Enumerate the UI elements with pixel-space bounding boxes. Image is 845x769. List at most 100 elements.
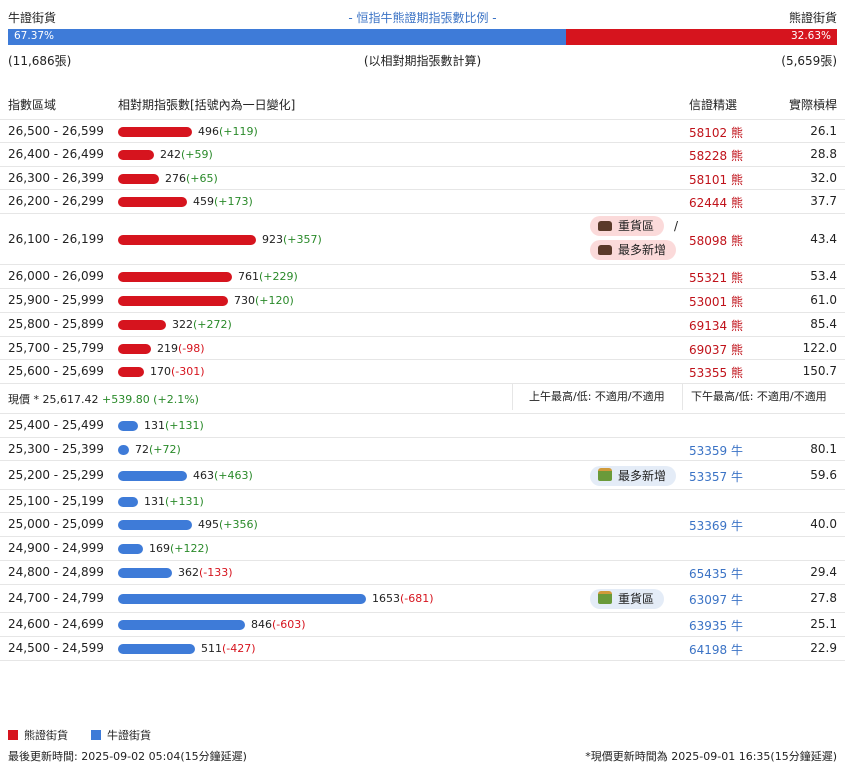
index-range: 25,000 - 25,099 bbox=[8, 517, 104, 531]
effective-leverage: 53.4 bbox=[810, 269, 837, 283]
table-row: 25,000 - 25,099 495(+356) 53369 牛 40.0 bbox=[0, 512, 845, 537]
tag-separator: / bbox=[674, 219, 679, 233]
count-number: 242 bbox=[160, 148, 181, 161]
count-number: 322 bbox=[172, 318, 193, 331]
current-price-row: 現價 * 25,617.42 +539.80 (+2.1%) 上午最高/低: 不… bbox=[0, 383, 845, 410]
table-row: 26,400 - 26,499 242(+59) 58228 熊 28.8 bbox=[0, 142, 845, 167]
count-number: 362 bbox=[178, 566, 199, 579]
bear-bar bbox=[118, 174, 159, 184]
warrant-code-link[interactable]: 65435 牛 bbox=[689, 567, 743, 581]
warrant-code-link[interactable]: 58102 熊 bbox=[689, 126, 743, 140]
warrant-code-link[interactable]: 53001 熊 bbox=[689, 295, 743, 309]
pm-high-low: 下午最高/低: 不適用/不適用 bbox=[682, 384, 827, 410]
contract-count: 459(+173) bbox=[193, 195, 253, 208]
warrant-code-link[interactable]: 58228 熊 bbox=[689, 149, 743, 163]
effective-leverage: 37.7 bbox=[810, 194, 837, 208]
warrant-code-link[interactable]: 53369 牛 bbox=[689, 519, 743, 533]
index-range: 25,800 - 25,899 bbox=[8, 317, 104, 331]
daily-change: (+131) bbox=[165, 495, 204, 508]
contract-count: 495(+356) bbox=[198, 518, 258, 531]
contract-count: 923(+357) bbox=[262, 233, 322, 246]
contract-count: 72(+72) bbox=[135, 443, 181, 456]
bear-bar bbox=[118, 127, 192, 137]
daily-change: (-681) bbox=[400, 592, 434, 605]
contract-count: 730(+120) bbox=[234, 294, 294, 307]
index-range: 26,200 - 26,299 bbox=[8, 194, 104, 208]
table-row: 25,100 - 25,199 131(+131) bbox=[0, 489, 845, 513]
table-row: 24,500 - 24,599 511(-427) 64198 牛 22.9 bbox=[0, 636, 845, 661]
count-number: 276 bbox=[165, 172, 186, 185]
daily-change: (+356) bbox=[219, 518, 258, 531]
warrant-code-link[interactable]: 53359 牛 bbox=[689, 444, 743, 458]
index-range: 25,900 - 25,999 bbox=[8, 293, 104, 307]
contract-count: 170(-301) bbox=[150, 365, 205, 378]
warrant-code-link[interactable]: 58098 熊 bbox=[689, 234, 743, 248]
price-change: +539.80 (+2.1%) bbox=[101, 393, 199, 406]
index-range: 25,200 - 25,299 bbox=[8, 468, 104, 482]
calc-note: (以相對期指張數計算) bbox=[363, 54, 482, 68]
bear-bar bbox=[118, 235, 256, 245]
count-number: 1653 bbox=[372, 592, 400, 605]
index-range: 26,100 - 26,199 bbox=[8, 232, 104, 246]
warrant-code-link[interactable]: 69037 熊 bbox=[689, 343, 743, 357]
contract-count: 169(+122) bbox=[149, 542, 209, 555]
contract-count: 276(+65) bbox=[165, 172, 218, 185]
warrant-code-link[interactable]: 53357 牛 bbox=[689, 470, 743, 484]
contract-count: 463(+463) bbox=[193, 469, 253, 482]
page-title: - 恒指牛熊證期指張數比例 - bbox=[348, 11, 497, 25]
tag-label: 最多新增 bbox=[618, 243, 667, 257]
col-leverage: 實際槓桿 bbox=[788, 98, 837, 112]
bear-bar bbox=[118, 150, 154, 160]
effective-leverage: 22.9 bbox=[810, 641, 837, 655]
bull-bar bbox=[118, 620, 245, 630]
bull-count: (11,686張) bbox=[8, 54, 72, 68]
count-number: 459 bbox=[193, 195, 214, 208]
effective-leverage: 27.8 bbox=[810, 591, 837, 605]
warrant-code-link[interactable]: 63935 牛 bbox=[689, 619, 743, 633]
daily-change: (-98) bbox=[178, 342, 205, 355]
count-number: 730 bbox=[234, 294, 255, 307]
warrant-code-link[interactable]: 53355 熊 bbox=[689, 366, 743, 380]
legend-bear-label: 熊證街貨 bbox=[24, 729, 68, 742]
bull-icon bbox=[598, 591, 612, 604]
table-row: 26,200 - 26,299 459(+173) 62444 熊 37.7 bbox=[0, 189, 845, 214]
table-row: 26,100 - 26,199 923(+357) 重貨區 最多新增 / 58098 熊 4… bbox=[0, 213, 845, 265]
daily-change: (+59) bbox=[181, 148, 213, 161]
last-update: 最後更新時間: 2025-09-02 05:04(15分鐘延遲) bbox=[8, 750, 247, 763]
warrant-code-link[interactable]: 64198 牛 bbox=[689, 643, 743, 657]
index-range: 24,700 - 24,799 bbox=[8, 591, 104, 605]
warrant-code-link[interactable]: 69134 熊 bbox=[689, 319, 743, 333]
table-row: 25,300 - 25,399 72(+72) 53359 牛 80.1 bbox=[0, 437, 845, 461]
table-row: 25,400 - 25,499 131(+131) bbox=[0, 413, 845, 438]
daily-change: (+72) bbox=[149, 443, 181, 456]
effective-leverage: 26.1 bbox=[810, 124, 837, 138]
contract-count: 362(-133) bbox=[178, 566, 233, 579]
price-update-note: *現價更新時間為 2025-09-01 16:35(15分鐘延遲) bbox=[585, 750, 837, 763]
warrant-code-link[interactable]: 58101 熊 bbox=[689, 173, 743, 187]
count-number: 72 bbox=[135, 443, 149, 456]
effective-leverage: 59.6 bbox=[810, 468, 837, 482]
index-range: 24,500 - 24,599 bbox=[8, 641, 104, 655]
daily-change: (+120) bbox=[255, 294, 294, 307]
count-number: 846 bbox=[251, 618, 272, 631]
bear-bar bbox=[118, 197, 187, 207]
index-range: 25,600 - 25,699 bbox=[8, 364, 104, 378]
effective-leverage: 150.7 bbox=[802, 364, 837, 378]
effective-leverage: 43.4 bbox=[810, 232, 837, 246]
warrant-code-link[interactable]: 55321 熊 bbox=[689, 271, 743, 285]
table-row: 25,600 - 25,699 170(-301) 53355 熊 150.7 bbox=[0, 359, 845, 384]
daily-change: (+122) bbox=[170, 542, 209, 555]
bull-bar bbox=[118, 471, 187, 481]
effective-leverage: 61.0 bbox=[810, 293, 837, 307]
legend: 熊證街貨 牛證街貨 bbox=[8, 727, 151, 743]
index-range: 25,400 - 25,499 bbox=[8, 418, 104, 432]
bear-count: (5,659張) bbox=[781, 54, 837, 68]
count-number: 219 bbox=[157, 342, 178, 355]
warrant-code-link[interactable]: 62444 熊 bbox=[689, 196, 743, 210]
effective-leverage: 85.4 bbox=[810, 317, 837, 331]
table-row: 24,900 - 24,999 169(+122) bbox=[0, 536, 845, 561]
effective-leverage: 40.0 bbox=[810, 517, 837, 531]
count-number: 131 bbox=[144, 495, 165, 508]
bull-icon bbox=[598, 468, 612, 481]
warrant-code-link[interactable]: 63097 牛 bbox=[689, 593, 743, 607]
